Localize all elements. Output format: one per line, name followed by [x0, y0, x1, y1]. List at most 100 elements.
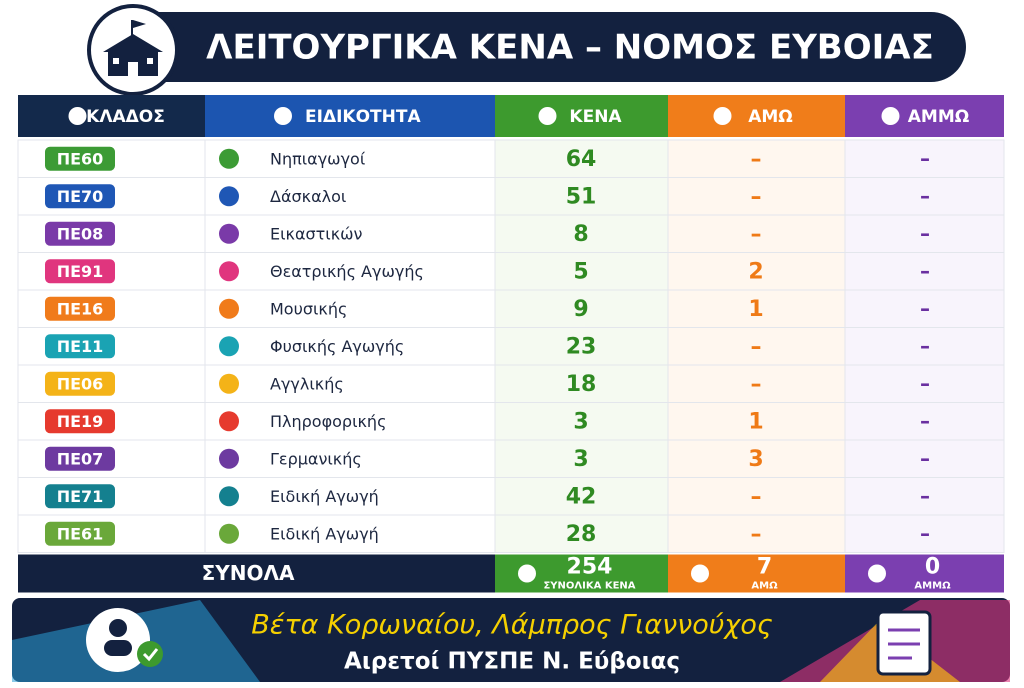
team-icon-body	[104, 640, 132, 656]
cell	[844, 402, 1005, 441]
code-badge	[45, 521, 115, 546]
cell	[204, 327, 496, 366]
totals-icon	[868, 564, 886, 583]
ammo-value: –	[920, 409, 930, 433]
column-header-label: ΑΜΜΩ	[908, 107, 969, 127]
totals-icon	[518, 564, 536, 583]
kena-value: 64	[566, 147, 597, 172]
code-label: ΠΕ19	[57, 412, 104, 431]
kena-value: 42	[566, 484, 597, 509]
code-badge	[45, 409, 115, 434]
totals-caption: ΣΥΝΟΛΙΚΑ ΚΕΝΑ	[543, 581, 635, 592]
ammo-value: –	[920, 296, 930, 320]
ammo-value: –	[920, 221, 930, 245]
cell	[844, 477, 1005, 516]
totals-icon	[691, 564, 709, 583]
amo-value: 1	[748, 409, 763, 434]
column-header-icon	[68, 107, 87, 125]
totals-value: 7	[757, 555, 772, 580]
amo-value: 1	[748, 297, 763, 322]
column-header-icon	[274, 107, 292, 125]
table: ΚΛΑΔΟΣ ΕΙΔΙΚΟΤΗΤΑ ΚΕΝΑ ΑΜΩ ΑΜΜΩ ΠΕ60 Νηπιαγωγο…	[17, 95, 1005, 593]
kena-value: 51	[566, 184, 597, 209]
cell	[667, 214, 846, 253]
cell	[667, 177, 846, 216]
code-label: ΠΕ60	[57, 149, 104, 168]
footer-banner	[12, 598, 1010, 682]
column-header	[18, 95, 205, 137]
specialty-icon	[219, 148, 239, 169]
column-header-icon	[881, 107, 900, 125]
column-header	[668, 95, 845, 137]
amo-value: –	[751, 334, 762, 359]
specialty-label: Νηπιαγωγοί	[270, 149, 366, 168]
amo-value: –	[751, 522, 762, 547]
specialty-icon	[219, 336, 239, 357]
kena-value: 8	[573, 222, 588, 247]
specialty-label: Μουσικής	[270, 299, 347, 318]
kena-value: 3	[573, 409, 588, 434]
specialty-icon	[219, 486, 239, 507]
cell	[844, 252, 1005, 291]
cell	[494, 252, 669, 291]
amo-value: –	[751, 222, 762, 247]
specialty-label: Φυσικής Αγωγής	[270, 337, 404, 356]
column-header-label: ΚΕΝΑ	[569, 107, 622, 127]
cell	[494, 514, 669, 553]
cell	[844, 514, 1005, 553]
cell	[204, 402, 496, 441]
code-label: ΠΕ16	[57, 299, 104, 318]
code-label: ΠΕ07	[57, 449, 104, 468]
specialty-icon	[219, 186, 239, 207]
cell	[844, 214, 1005, 253]
code-badge	[45, 484, 115, 509]
specialty-label: Εικαστικών	[270, 224, 363, 243]
check-icon	[137, 641, 163, 667]
ammo-value: –	[920, 521, 930, 545]
cell	[494, 364, 669, 403]
ammo-value: –	[920, 146, 930, 170]
footer-names: Βέτα Κορωναίου, Λάμπρος Γιαννούχος	[251, 610, 773, 641]
check-mark	[142, 648, 159, 662]
code-label: ΠΕ06	[57, 374, 104, 393]
cell	[204, 514, 496, 553]
code-label: ΠΕ71	[57, 487, 104, 506]
specialty-label: Αγγλικής	[270, 374, 344, 393]
cell	[494, 289, 669, 328]
specialty-label: Γερμανικής	[270, 449, 362, 468]
totals-value: 0	[925, 555, 940, 580]
kena-value: 23	[566, 334, 597, 359]
specialty-icon	[219, 523, 239, 544]
cell	[204, 439, 496, 478]
column-header	[845, 95, 1004, 137]
cell	[204, 214, 496, 253]
cell	[844, 289, 1005, 328]
cell	[844, 177, 1005, 216]
cell	[494, 327, 669, 366]
specialty-label: Ειδική Αγωγή	[270, 524, 379, 543]
amo-value: 2	[748, 259, 763, 284]
ammo-value: –	[920, 334, 930, 358]
specialty-icon	[219, 448, 239, 469]
team-icon-head	[109, 619, 127, 637]
specialty-icon	[219, 261, 239, 282]
code-label: ΠΕ61	[57, 524, 104, 543]
code-badge	[45, 184, 115, 209]
cell	[494, 139, 669, 178]
title-banner	[88, 12, 966, 82]
code-badge	[45, 446, 115, 471]
clipboard-lines	[888, 628, 920, 660]
kena-value: 9	[573, 297, 588, 322]
code-badge	[45, 146, 115, 171]
cell	[494, 477, 669, 516]
cell	[844, 439, 1005, 478]
cell	[667, 364, 846, 403]
footer-subtitle: Αιρετοί ΠΥΣΠΕ Ν. Εύβοιας	[344, 649, 680, 675]
kena-value: 28	[566, 522, 597, 547]
totals-caption: ΑΜΜΩ	[914, 581, 951, 592]
ammo-value: –	[920, 446, 930, 470]
amo-value: –	[751, 372, 762, 397]
column-header	[205, 95, 495, 137]
specialty-label: Θεατρικής Αγωγής	[270, 262, 424, 281]
cell	[667, 139, 846, 178]
